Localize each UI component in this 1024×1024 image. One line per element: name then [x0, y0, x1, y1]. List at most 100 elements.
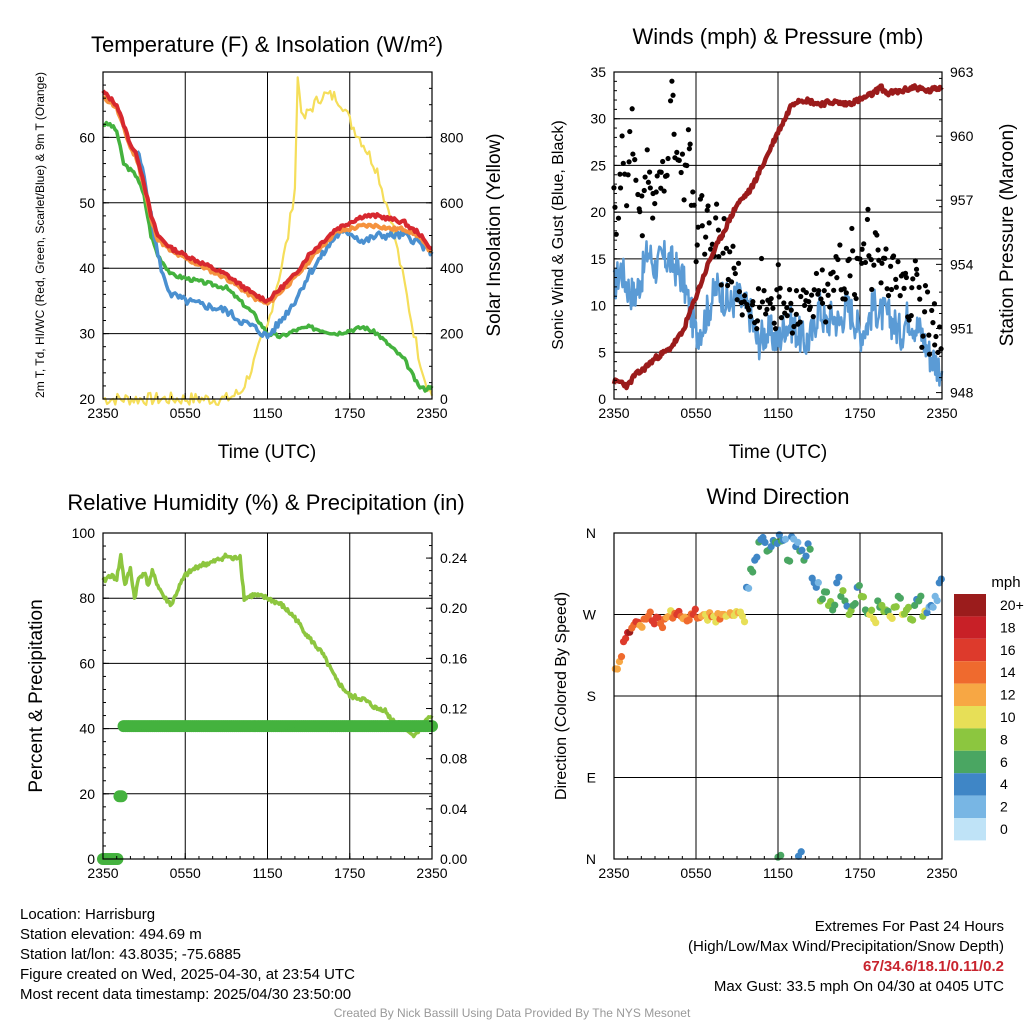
direction-point [818, 595, 827, 603]
right-y-tick-label: 954 [950, 256, 974, 272]
direction-point [753, 553, 761, 561]
right-y-tick-label: 400 [440, 260, 464, 276]
gust-point [791, 323, 797, 330]
gust-point [625, 172, 631, 178]
gust-point [846, 256, 852, 262]
direction-point [658, 623, 667, 632]
x-tick-label: 1750 [334, 865, 365, 881]
gust-point [861, 241, 867, 247]
direction-point [833, 579, 841, 587]
gust-point [938, 346, 944, 352]
gust-point [903, 274, 909, 281]
right-y-tick-label: 0.24 [440, 550, 467, 566]
direction-point [622, 634, 630, 643]
left-y-tick-label: 25 [590, 157, 606, 173]
gust-point [639, 233, 645, 239]
direction-point [888, 614, 896, 623]
extremes-info: Extremes For Past 24 Hours (High/Low/Max… [688, 917, 1004, 997]
direction-point [892, 603, 900, 611]
series-line-2m-t [101, 89, 433, 304]
x-tick-label: 0550 [170, 865, 201, 881]
gust-point [888, 263, 894, 269]
right-y-tick-label: 0.12 [440, 701, 467, 717]
gust-point [776, 294, 782, 300]
gust-point [764, 306, 770, 312]
direction-point [851, 600, 859, 608]
pressure-line [611, 83, 944, 391]
gust-point [641, 187, 647, 194]
humidity-grid [103, 533, 432, 859]
rh-line [101, 552, 434, 739]
gust-point [705, 203, 711, 209]
gust-point [922, 283, 929, 289]
max-gust: Max Gust: 33.5 mph On 04/30 at 0405 UTC [713, 978, 1004, 995]
gust-point [642, 174, 648, 180]
gust-point [919, 344, 925, 350]
left-y-tick-label: 30 [590, 111, 606, 127]
gust-point [735, 260, 742, 266]
right-y-tick-label: 0.08 [440, 751, 467, 767]
gust-point [890, 253, 897, 259]
gust-point [922, 309, 928, 315]
right-y-tick-label: 0.16 [440, 650, 467, 666]
gust-point [674, 149, 680, 155]
gust-point [617, 171, 623, 177]
winds-title: Winds (mph) & Pressure (mb) [633, 24, 924, 49]
gust-point [706, 220, 712, 226]
gust-point [716, 253, 722, 260]
gust-point [871, 262, 877, 268]
gust-point [884, 286, 890, 292]
gust-point [661, 188, 667, 194]
gust-point [930, 320, 936, 326]
right-y-tick-label: 200 [440, 326, 464, 342]
gust-point [913, 266, 920, 272]
x-tick-label: 2350 [926, 865, 957, 881]
direction-point [868, 606, 876, 614]
station-latlon: Station lat/lon: 43.8035; -75.6885 [20, 946, 242, 963]
winds-xlabel: Time (UTC) [729, 442, 828, 463]
left-y-tick-label: 0 [598, 391, 606, 407]
humidity-ylabel: Percent & Precipitation [26, 599, 47, 792]
gust-point [747, 313, 754, 320]
right-y-tick-label: 963 [950, 64, 974, 80]
direction-point [794, 538, 802, 546]
gust-point [885, 292, 892, 299]
gust-point [819, 300, 826, 306]
direction-point [822, 588, 831, 596]
temperature-y2label: Solar Insolation (Yellow) [484, 133, 505, 336]
direction-point [738, 612, 747, 620]
x-tick-label: 1150 [252, 405, 282, 421]
x-tick-label: 2350 [598, 865, 629, 881]
x-tick-label: 1750 [844, 405, 875, 421]
direction-point [802, 552, 810, 560]
colorbar-label: 2 [1000, 799, 1008, 815]
gust-point [681, 197, 687, 203]
x-tick-label: 2350 [416, 865, 447, 881]
gust-point [724, 282, 731, 289]
gust-point [818, 296, 824, 302]
direction-point [749, 568, 757, 576]
x-tick-label: 0550 [170, 405, 201, 421]
gust-point [653, 189, 659, 195]
direction-point [831, 601, 839, 609]
gust-point [732, 270, 738, 277]
gust-point [723, 245, 730, 251]
direction-point [761, 538, 769, 546]
gust-point [727, 249, 733, 255]
gust-point [897, 293, 903, 299]
gust-point [664, 172, 670, 178]
gust-point [754, 326, 760, 332]
direction-tick-label: E [587, 770, 596, 786]
gust-point [734, 297, 740, 303]
direction-ylabel: Direction (Colored By Speed) [553, 592, 570, 800]
gust-point [721, 216, 727, 222]
humidity-series [97, 552, 438, 865]
gust-point [831, 287, 837, 293]
gust-point [670, 92, 676, 98]
gust-point [803, 289, 809, 296]
gust-point [862, 259, 869, 266]
direction-point [917, 592, 925, 600]
gust-point [650, 215, 656, 221]
gust-point [699, 193, 705, 199]
colorbar-swatch [954, 683, 986, 706]
